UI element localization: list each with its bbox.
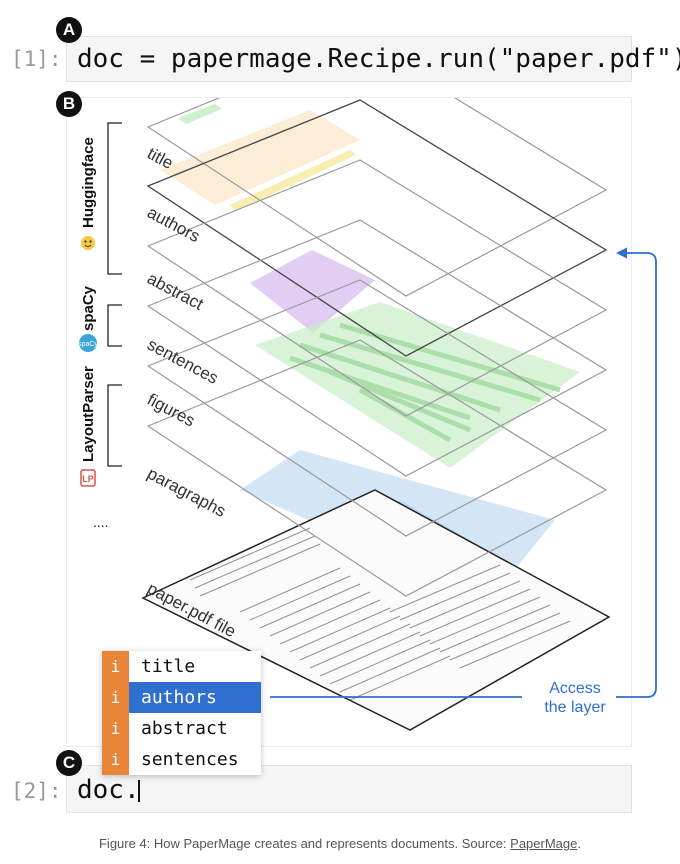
title-region-highlight [160, 110, 360, 205]
autocomplete-item-label: authors [141, 687, 217, 708]
autocomplete-item-authors[interactable]: i authors [102, 682, 261, 713]
access-layer-label: Access the layer [520, 679, 630, 717]
text-cursor [138, 780, 140, 802]
caption-source-link[interactable]: PaperMage [510, 836, 578, 851]
sentences-bars [289, 322, 561, 443]
layoutparser-icon: LP [80, 469, 96, 487]
code-cell-1[interactable]: doc = papermage.Recipe.run("paper.pdf") [66, 36, 680, 82]
title-yellow-stripe [230, 150, 356, 211]
paper-text-lines [189, 527, 571, 701]
cell-1-prompt: [1]: [11, 47, 62, 71]
layer-sheet-figures [146, 279, 608, 537]
abstract-region-highlight [250, 250, 375, 333]
title-green-stripe [178, 104, 222, 124]
svg-text:spaCy: spaCy [78, 341, 98, 348]
badge-b: B [56, 91, 82, 117]
access-label-line2: the layer [544, 699, 606, 716]
cell-2-prompt: [2]: [11, 779, 62, 803]
layer-label-sentences: sentences [144, 335, 221, 388]
autocomplete-item-label: sentences [141, 749, 239, 770]
layer-sheet-abstract [146, 159, 608, 417]
layer-sheet-authors [146, 99, 608, 357]
access-arrow-head [616, 247, 627, 259]
autocomplete-dropdown[interactable]: i title i authors i abstract i sentences [102, 651, 261, 775]
bracket-layoutparser [107, 384, 122, 467]
layer-label-authors: authors [144, 203, 203, 246]
more-tools-ellipsis: .... [93, 514, 109, 530]
svg-text:LP: LP [82, 474, 94, 484]
bracket-spacy [107, 304, 122, 347]
autocomplete-item-title[interactable]: i title [102, 651, 261, 682]
info-icon: i [102, 744, 129, 775]
caption-text: Figure 4: How PaperMage creates and repr… [98, 836, 511, 851]
access-arrow [270, 252, 657, 698]
spacy-icon: spaCy [78, 334, 98, 352]
layer-label-abstract: abstract [144, 269, 207, 314]
hugging-face-icon [81, 236, 95, 250]
layer-sheet-paragraphs [146, 339, 608, 597]
autocomplete-item-label: abstract [141, 718, 228, 739]
autocomplete-item-abstract[interactable]: i abstract [102, 713, 261, 744]
autocomplete-item-label: title [141, 656, 196, 677]
access-label-line1: Access [549, 680, 601, 697]
info-icon: i [102, 651, 129, 682]
layer-sheet-sentences [146, 219, 608, 477]
badge-c: C [56, 750, 82, 776]
caption-end: . [577, 836, 581, 851]
code-cell-2-text: doc. [77, 775, 140, 805]
info-icon: i [102, 682, 129, 713]
info-icon: i [102, 713, 129, 744]
bracket-huggingface [107, 122, 122, 275]
figure-caption: Figure 4: How PaperMage creates and repr… [0, 836, 680, 851]
badge-a: A [56, 17, 82, 43]
autocomplete-item-sentences[interactable]: i sentences [102, 744, 261, 775]
layer-sheet-title [146, 98, 608, 297]
code-cell-1-text: doc = papermage.Recipe.run("paper.pdf") [77, 44, 680, 74]
layer-label-paragraphs: paragraphs [144, 464, 229, 521]
